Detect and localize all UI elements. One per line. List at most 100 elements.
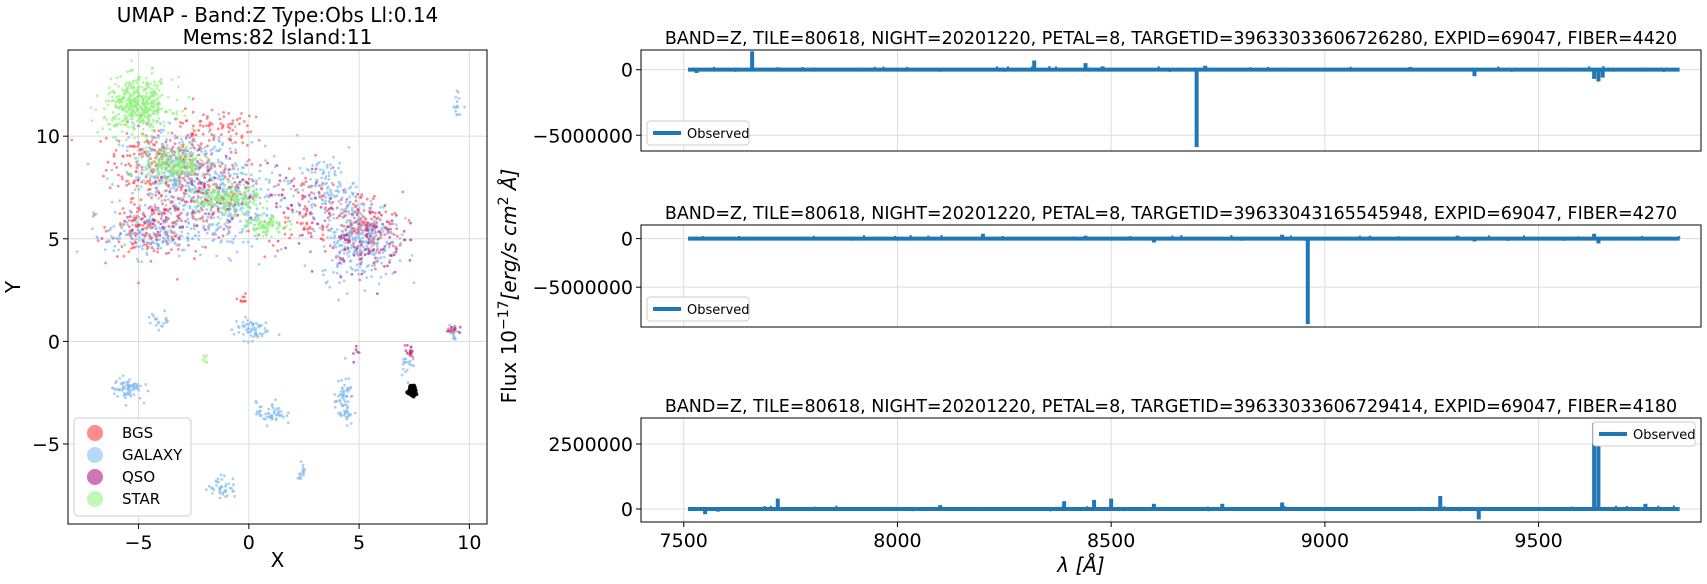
umap-point xyxy=(274,418,278,422)
umap-point xyxy=(153,98,157,102)
umap-point xyxy=(254,198,257,202)
umap-point xyxy=(180,230,184,234)
umap-point xyxy=(154,136,158,140)
umap-point xyxy=(327,171,331,174)
umap-point xyxy=(206,192,210,196)
umap-point xyxy=(221,189,224,193)
umap-point xyxy=(140,119,143,123)
umap-point xyxy=(191,110,195,114)
umap-point xyxy=(95,94,99,98)
umap-point xyxy=(145,173,148,177)
umap-point xyxy=(155,175,159,179)
umap-point xyxy=(125,132,129,135)
umap-point xyxy=(241,178,245,182)
umap-point xyxy=(242,183,246,187)
umap-point xyxy=(368,225,371,229)
umap-point xyxy=(261,206,265,210)
umap-point xyxy=(231,165,235,169)
umap-point xyxy=(110,168,114,172)
umap-point xyxy=(138,104,142,108)
umap-point xyxy=(296,191,300,194)
umap-point xyxy=(100,237,104,240)
umap-point xyxy=(175,177,179,181)
umap-point xyxy=(340,379,343,382)
umap-point xyxy=(301,171,304,175)
umap-point xyxy=(151,218,155,222)
umap-point xyxy=(133,239,137,243)
umap-point xyxy=(144,383,148,386)
umap-xtick-label: −5 xyxy=(125,532,153,554)
umap-point xyxy=(266,188,270,192)
umap-point xyxy=(127,250,131,254)
umap-point xyxy=(137,98,141,102)
umap-point xyxy=(304,176,307,180)
umap-point xyxy=(165,137,169,141)
umap-point xyxy=(381,247,385,251)
umap-point xyxy=(271,223,275,227)
umap-point xyxy=(268,181,271,184)
umap-point xyxy=(171,164,175,168)
umap-point xyxy=(186,133,190,137)
umap-point xyxy=(159,156,163,160)
umap-point xyxy=(354,344,358,348)
umap-point xyxy=(114,136,117,139)
umap-point xyxy=(210,176,214,180)
umap-point xyxy=(147,108,151,112)
umap-point xyxy=(172,173,176,177)
umap-point xyxy=(337,166,341,170)
umap-point xyxy=(410,363,413,367)
umap-point xyxy=(140,132,144,136)
umap-point xyxy=(335,206,339,210)
umap-point xyxy=(218,496,222,500)
umap-point xyxy=(354,211,358,215)
spectrum-title: BAND=Z, TILE=80618, NIGHT=20201220, PETA… xyxy=(665,29,1677,49)
umap-point xyxy=(255,412,258,416)
umap-point xyxy=(387,245,391,249)
umap-point xyxy=(265,207,269,210)
umap-point xyxy=(117,112,121,116)
umap-point xyxy=(281,188,284,191)
umap-point xyxy=(346,390,349,393)
umap-point xyxy=(141,121,145,125)
umap-point xyxy=(231,203,235,207)
umap-point xyxy=(227,111,231,115)
umap-point xyxy=(150,312,154,316)
umap-point xyxy=(159,150,163,153)
umap-point xyxy=(350,214,354,217)
umap-point xyxy=(138,235,142,239)
umap-point xyxy=(185,184,188,188)
umap-point xyxy=(364,253,367,256)
umap-point xyxy=(153,208,157,212)
umap-point xyxy=(147,316,151,319)
umap-point xyxy=(223,166,227,170)
umap-point xyxy=(253,234,257,238)
umap-point xyxy=(201,208,204,212)
umap-point xyxy=(220,211,224,215)
umap-point xyxy=(275,202,278,205)
umap-point xyxy=(326,235,329,239)
umap-point xyxy=(112,249,116,253)
umap-point xyxy=(118,199,121,203)
umap-point xyxy=(233,161,237,165)
umap-point xyxy=(70,138,74,142)
umap-point xyxy=(384,272,388,276)
umap-point xyxy=(238,117,242,120)
umap-point xyxy=(164,316,168,320)
umap-point xyxy=(129,393,133,396)
umap-point xyxy=(176,179,180,183)
umap-point xyxy=(120,381,124,385)
umap-point xyxy=(323,192,327,195)
umap-point xyxy=(259,224,262,228)
umap-point xyxy=(102,174,105,178)
umap-point xyxy=(113,210,117,214)
umap-point xyxy=(329,163,332,167)
umap-point xyxy=(243,224,246,228)
umap-point xyxy=(218,193,222,197)
umap-point xyxy=(190,200,193,203)
umap-point xyxy=(197,168,201,172)
umap-point xyxy=(329,227,333,231)
umap-point xyxy=(176,214,180,218)
umap-point xyxy=(217,136,221,140)
umap-point xyxy=(325,209,329,213)
umap-point xyxy=(345,424,349,427)
